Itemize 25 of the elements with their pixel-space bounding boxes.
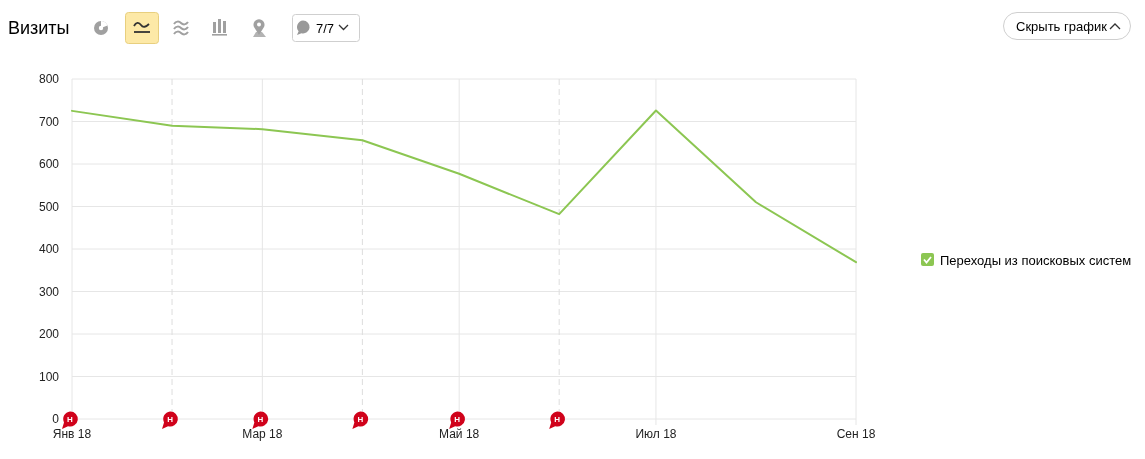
y-tick-label: 500: [38, 199, 60, 214]
y-tick-label: 100: [38, 369, 60, 384]
x-tick-label: Сен 18: [836, 427, 876, 441]
annotation: Н: [257, 415, 264, 424]
annotation: Н: [554, 415, 561, 424]
y-tick-label: 400: [38, 242, 60, 256]
y-tick-label: 300: [38, 284, 60, 299]
x-tick-label: Июл 18: [635, 427, 677, 441]
x-tick-label: Янв 18: [52, 427, 92, 441]
y-tick-label: 0: [52, 412, 60, 426]
annotation: Н: [357, 415, 364, 424]
annotation: Н: [167, 415, 174, 424]
annotation: Н: [454, 415, 461, 424]
legend-label: Переходы из поисковых систем: [940, 252, 1132, 268]
text: 7/7: [316, 20, 335, 36]
y-tick-label: 800: [38, 72, 60, 86]
y-tick-label: 600: [38, 157, 60, 171]
y-tick-label: 700: [38, 114, 60, 129]
chart-title: Визиты: [8, 18, 70, 38]
x-tick-label: Мар 18: [242, 427, 283, 441]
line-series: [71, 109, 857, 264]
annotation: Н: [67, 415, 74, 424]
x-tick-label: Май 18: [439, 427, 480, 441]
text: Скрыть график: [1016, 18, 1108, 34]
y-tick-label: 200: [38, 327, 60, 341]
